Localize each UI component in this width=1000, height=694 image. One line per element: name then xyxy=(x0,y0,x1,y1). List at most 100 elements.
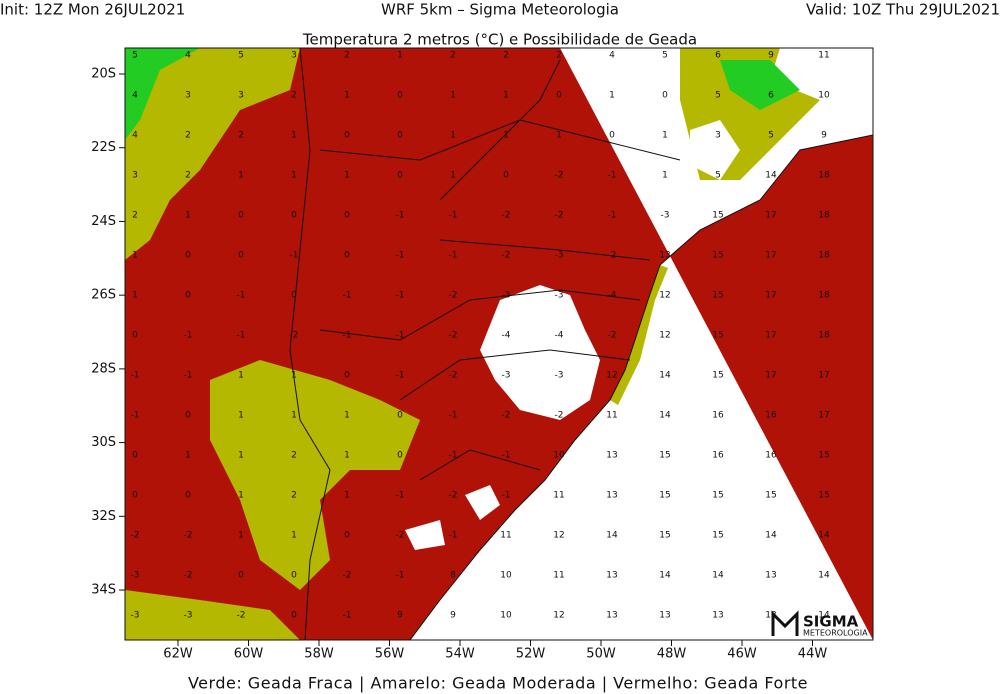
temperature-value: 1 xyxy=(450,171,456,181)
temperature-value: 1 xyxy=(132,291,138,301)
temperature-value: 1 xyxy=(238,491,244,501)
temperature-value: 13 xyxy=(606,611,617,621)
temperature-value: 9 xyxy=(821,131,827,141)
temperature-value: -1 xyxy=(396,251,405,261)
temperature-value: 14 xyxy=(606,531,618,541)
lon-tick-label: 56W xyxy=(375,647,405,662)
temperature-value: 15 xyxy=(818,451,829,461)
temperature-value: 5 xyxy=(715,91,721,101)
temperature-value: 0 xyxy=(344,131,350,141)
temperature-value: 18 xyxy=(818,331,830,341)
temperature-value: 17 xyxy=(818,411,829,421)
temperature-value: 0 xyxy=(344,251,350,261)
lon-tick-label: 46W xyxy=(727,647,757,662)
temperature-value: -1 xyxy=(502,491,511,501)
temperature-value: -2 xyxy=(449,491,458,501)
frost-moderate xyxy=(125,590,300,640)
temperature-value: 1 xyxy=(291,411,297,421)
temperature-value: -1 xyxy=(396,331,405,341)
temperature-value: 0 xyxy=(344,371,350,381)
map-area xyxy=(125,48,873,640)
frost-moderate xyxy=(210,360,420,590)
temperature-value: 1 xyxy=(238,531,244,541)
temperature-value: 15 xyxy=(818,491,829,501)
temperature-value: 3 xyxy=(715,131,721,141)
temperature-value: 17 xyxy=(765,291,776,301)
temperature-value: -2 xyxy=(608,251,617,261)
temperature-value: 1 xyxy=(291,531,297,541)
temperature-value: 0 xyxy=(344,211,350,221)
temperature-value: -2 xyxy=(449,371,458,381)
temperature-value: 1 xyxy=(556,131,562,141)
temperature-value: 15 xyxy=(712,531,723,541)
temperature-value: 16 xyxy=(712,451,724,461)
temperature-value: -1 xyxy=(343,611,352,621)
temperature-value: -1 xyxy=(396,571,405,581)
temperature-value: 6 xyxy=(768,91,774,101)
borders xyxy=(289,48,873,640)
lat-tick-label: 22S xyxy=(91,140,116,155)
temperature-value: 0 xyxy=(556,91,562,101)
temperature-value: 17 xyxy=(818,371,829,381)
valid-time: Valid: 10Z Thu 29JUL2021 xyxy=(806,1,1000,19)
temperature-value: 0 xyxy=(291,291,297,301)
temperature-value: -1 xyxy=(131,411,140,421)
map-title: Temperatura 2 metros (°C) e Possibilidad… xyxy=(302,31,697,49)
temperature-value: 13 xyxy=(606,491,617,501)
temperature-value: 17 xyxy=(765,371,776,381)
temperature-value: -1 xyxy=(396,491,405,501)
temperature-value: -2 xyxy=(131,531,140,541)
temperature-value: -1 xyxy=(396,371,405,381)
temperature-value: 18 xyxy=(818,211,830,221)
temperature-value: -2 xyxy=(449,331,458,341)
temperature-value: 12 xyxy=(659,291,670,301)
temperature-value: -2 xyxy=(184,571,193,581)
temperature-value: 4 xyxy=(185,51,191,61)
temperature-value: -1 xyxy=(396,211,405,221)
temperature-value: 1 xyxy=(344,91,350,101)
temperature-value: 4 xyxy=(132,131,138,141)
temperature-value: -1 xyxy=(184,371,193,381)
temperature-value: 17 xyxy=(765,211,776,221)
temperature-value: 5 xyxy=(662,51,668,61)
temperature-value: 16 xyxy=(712,411,724,421)
temperature-value: 14 xyxy=(818,571,830,581)
temperature-value: 1 xyxy=(238,451,244,461)
frost-moderate xyxy=(610,265,668,405)
temperature-value: 17 xyxy=(765,331,776,341)
lat-tick-label: 28S xyxy=(91,361,116,376)
temperature-value: 2 xyxy=(503,51,509,61)
temperature-value: 0 xyxy=(291,211,297,221)
frost-weak xyxy=(720,60,800,110)
temperature-value: -1 xyxy=(449,211,458,221)
temperature-value: -3 xyxy=(131,571,140,581)
temperature-value: 3 xyxy=(238,91,244,101)
lat-tick-label: 32S xyxy=(91,509,116,524)
temperature-value: 15 xyxy=(659,451,670,461)
temperature-value: 1 xyxy=(185,211,191,221)
logo: SIGMA METEOROLOGIA xyxy=(771,610,868,638)
temperature-value: 14 xyxy=(818,531,830,541)
temperature-value: 1 xyxy=(450,131,456,141)
temperature-value: 14 xyxy=(818,611,830,621)
temperature-value: 1 xyxy=(503,91,509,101)
temperature-value: 0 xyxy=(397,411,403,421)
lat-tick-label: 20S xyxy=(91,67,116,82)
no-frost xyxy=(405,520,445,550)
temperature-value: -2 xyxy=(502,211,511,221)
temperature-value: 5 xyxy=(132,51,138,61)
temperature-value: 16 xyxy=(765,451,777,461)
temperature-value: 10 xyxy=(818,91,830,101)
temperature-value: 9 xyxy=(450,611,456,621)
temperature-value: 13 xyxy=(712,611,723,621)
temperature-value: -3 xyxy=(131,611,140,621)
temperature-value: -1 xyxy=(449,531,458,541)
temperature-value: 15 xyxy=(712,371,723,381)
temperature-value: 14 xyxy=(659,571,671,581)
temperature-value: 2 xyxy=(344,51,350,61)
temperature-value: 10 xyxy=(553,451,565,461)
temperature-value: 4 xyxy=(132,91,138,101)
temperature-value: 13 xyxy=(765,571,776,581)
temperature-value: 15 xyxy=(765,491,776,501)
temperature-value: 11 xyxy=(818,51,829,61)
